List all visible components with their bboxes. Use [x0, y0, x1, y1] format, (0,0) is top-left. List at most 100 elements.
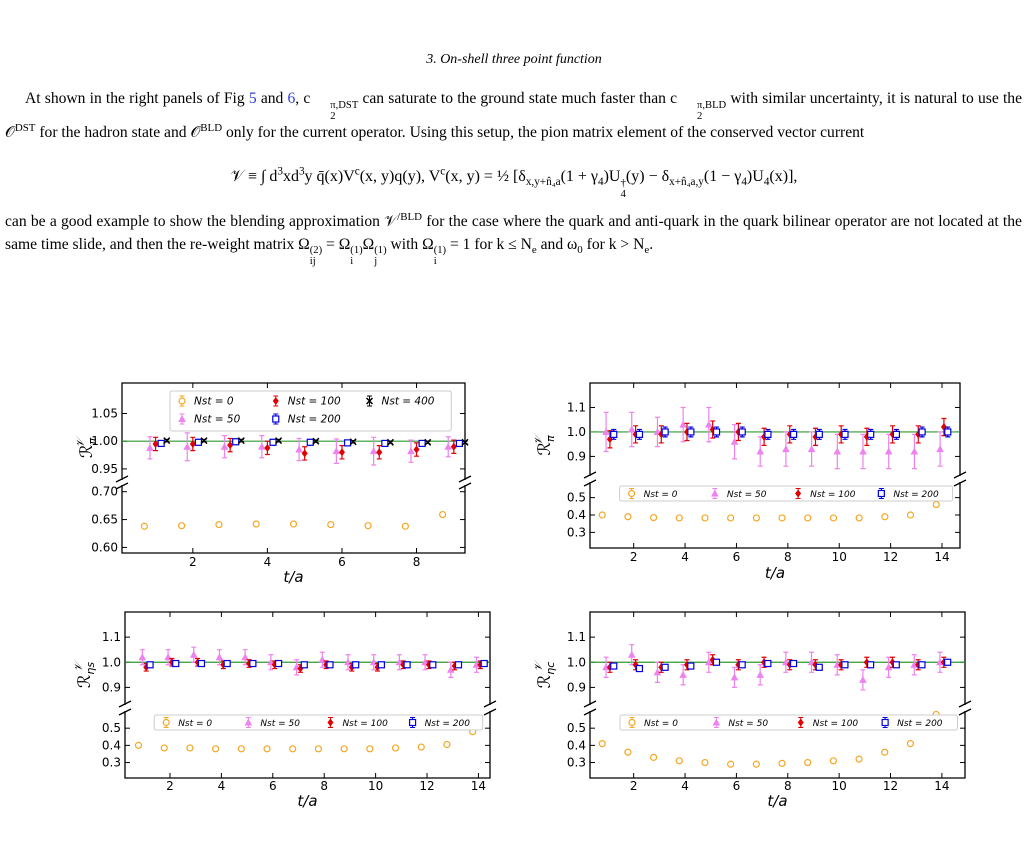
y-tick-label: 1.05: [91, 406, 118, 420]
data-point: [194, 438, 203, 446]
legend-label: Nst = 0: [644, 719, 678, 729]
data-point: [275, 437, 283, 445]
axis-break: [953, 471, 967, 479]
text: = Ω: [322, 235, 351, 253]
y-tick-label: 0.4: [567, 738, 586, 752]
data-point: [263, 745, 271, 753]
data-point: [232, 438, 240, 446]
axis-break: [953, 479, 967, 487]
text: can saturate to the ground state much fa…: [358, 90, 677, 107]
data-point: [249, 659, 257, 668]
data-point: [675, 514, 683, 522]
legend-label: Nst = 50: [728, 719, 768, 729]
data-point: [314, 745, 323, 753]
text: = 1 for k ≤ N: [446, 235, 532, 253]
legend-marker: [272, 415, 280, 423]
text: /BLD: [397, 210, 423, 223]
y-tick-label: 0.5: [567, 491, 586, 505]
data-point: [705, 420, 713, 428]
y-label-sub: ηc: [544, 662, 557, 675]
text: 4: [620, 188, 626, 201]
data-point: [829, 514, 838, 522]
data-point: [712, 658, 721, 666]
text: )U: [746, 168, 764, 185]
axis-break: [958, 700, 972, 708]
data-point: [269, 438, 277, 446]
text: Ω: [362, 235, 375, 253]
data-point: [461, 438, 469, 446]
data-point: [264, 443, 271, 452]
data-point: [610, 430, 618, 438]
legend-label: Nst = 200: [893, 490, 939, 500]
paragraph: can be a good example to show the blendi…: [5, 211, 1022, 268]
data-point: [884, 447, 893, 455]
x-tick-label: 6: [338, 555, 346, 569]
legend-marker: [178, 397, 186, 405]
legend-label: Nst = 0: [194, 396, 234, 408]
data-point: [377, 661, 385, 669]
data-point: [807, 445, 816, 453]
data-point: [220, 442, 229, 450]
data-point: [624, 513, 632, 521]
data-point: [687, 428, 695, 436]
axis-break: [118, 708, 132, 716]
axis-break: [458, 482, 472, 490]
script: ij (2): [310, 245, 322, 267]
script: 2 π,BLD: [677, 100, 726, 122]
data-point: [859, 675, 867, 683]
data-point: [164, 653, 172, 661]
data-point: [635, 664, 644, 673]
y-tick-label: 0.70: [91, 485, 118, 499]
data-point: [764, 430, 772, 438]
data-point: [237, 437, 245, 445]
legend-label: Nst = 200: [425, 719, 471, 729]
y-tick-label: 0.3: [567, 756, 586, 770]
data-point: [146, 443, 154, 451]
data-point: [867, 430, 875, 438]
data-point: [289, 520, 298, 528]
data-point: [730, 437, 739, 445]
data-point: [364, 522, 372, 530]
data-point: [480, 659, 488, 668]
data-point: [918, 428, 926, 436]
text: c: [440, 165, 446, 178]
y-tick-label: 0.3: [567, 525, 586, 539]
data-point: [704, 658, 713, 666]
data-point: [701, 758, 709, 767]
text: (1 + γ: [560, 168, 598, 185]
text: , c: [295, 90, 311, 107]
data-point: [881, 513, 889, 521]
data-point: [381, 439, 389, 448]
script: j (1): [374, 245, 386, 267]
data-point: [944, 658, 952, 666]
x-tick-label: 6: [269, 779, 277, 793]
data-point: [134, 741, 143, 749]
text: x,y+n̂₄a: [525, 176, 561, 189]
x-axis-label: t/a: [283, 568, 303, 586]
text: 0: [577, 243, 583, 256]
y-label-main: ℛ: [535, 442, 555, 456]
y-label-sup: 𝒱: [74, 435, 87, 448]
data-point: [752, 514, 760, 522]
data-point: [778, 759, 786, 767]
data-point: [223, 659, 231, 668]
data-point: [258, 442, 266, 450]
data-point: [841, 661, 849, 669]
sup: π,BLD: [697, 99, 727, 111]
data-point: [215, 520, 223, 529]
data-point: [687, 662, 695, 670]
data-point: [186, 744, 194, 752]
legend-label: Nst = 50: [194, 414, 241, 426]
y-tick-label: 0.9: [567, 680, 586, 694]
data-point: [312, 437, 320, 445]
y-tick-label: 0.4: [567, 508, 586, 522]
data-point: [756, 447, 765, 455]
data-point: [881, 748, 889, 756]
x-tick-label: 4: [264, 555, 272, 569]
y-tick-label: 0.3: [102, 756, 121, 770]
legend-marker: [712, 718, 721, 726]
text: 𝒱 ≡ ∫ d: [230, 168, 278, 185]
legend-label: Nst = 200: [288, 414, 341, 426]
data-point: [429, 661, 437, 669]
